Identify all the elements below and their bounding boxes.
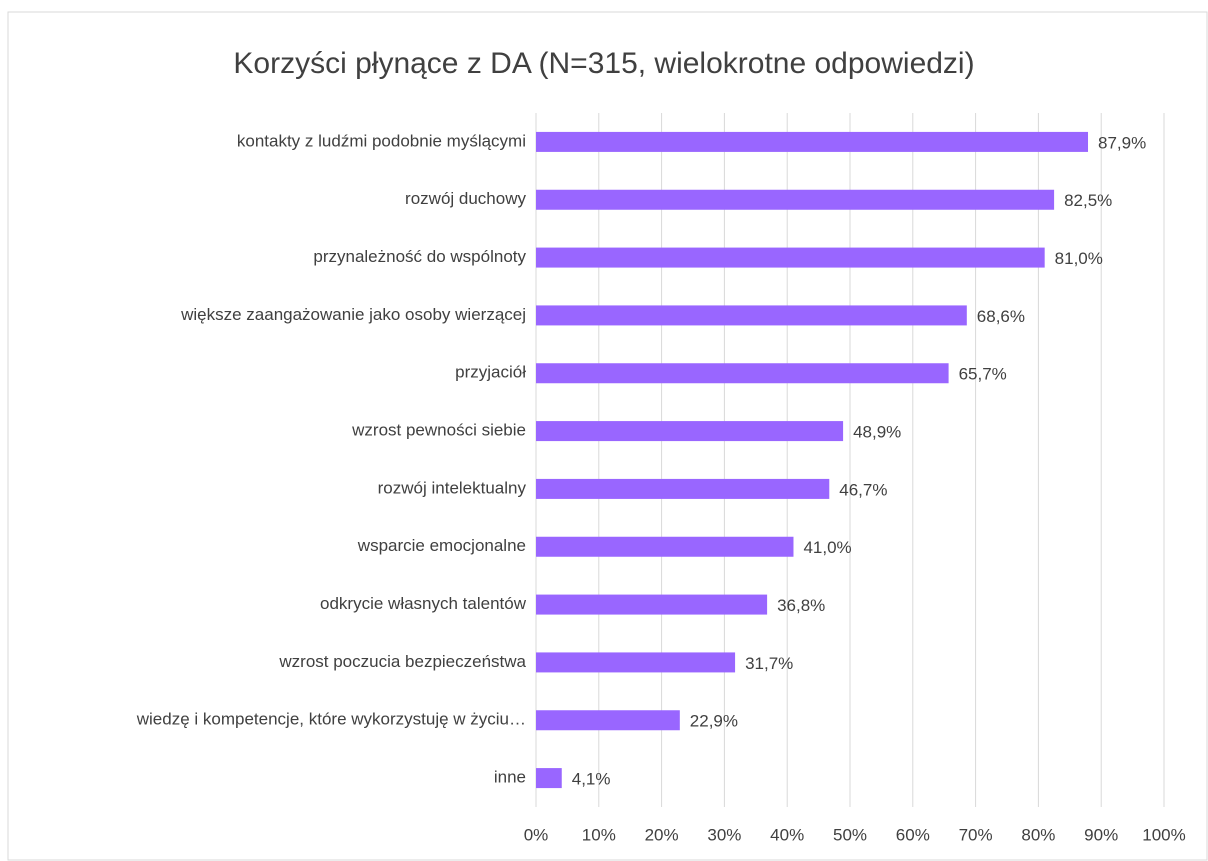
value-label: 48,9% [853,423,901,442]
value-label: 87,9% [1098,133,1146,152]
bar [536,305,967,326]
bar [536,363,949,384]
y-tick-label: wiedzę i kompetencje, które wykorzystuję… [136,710,526,729]
x-tick-label: 70% [959,825,993,844]
x-tick-label: 100% [1142,825,1185,844]
x-tick-label: 0% [524,825,549,844]
x-tick-label: 10% [582,825,616,844]
bar [536,421,844,442]
x-tick-label: 40% [770,825,804,844]
chart-title: Korzyści płynące z DA (N=315, wielokrotn… [233,47,974,80]
bar [536,131,1089,152]
y-tick-label: większe zaangażowanie jako osoby wierząc… [180,305,526,324]
y-tick-label: inne [494,768,526,787]
y-tick-label: przyjaciół [455,363,526,382]
value-label: 65,7% [959,365,1007,384]
value-label: 41,0% [803,538,851,557]
bar [536,536,794,557]
value-label: 46,7% [839,480,887,499]
bar [536,478,830,499]
y-tick-label: rozwój intelektualny [378,478,527,497]
x-tick-label: 80% [1021,825,1055,844]
value-label: 22,9% [690,712,738,731]
x-tick-label: 90% [1084,825,1118,844]
x-tick-label: 20% [645,825,679,844]
y-tick-label: przynależność do wspólnoty [313,247,526,266]
bar [536,247,1045,268]
bar [536,768,562,789]
x-tick-label: 60% [896,825,930,844]
value-label: 68,6% [977,307,1025,326]
x-tick-label: 50% [833,825,867,844]
bar [536,710,680,731]
bar [536,189,1055,210]
y-tick-label: kontakty z ludźmi podobnie myślącymi [237,131,526,150]
bar [536,652,736,673]
value-label: 36,8% [777,596,825,615]
y-tick-label: odkrycie własnych talentów [320,594,527,613]
value-label: 82,5% [1064,191,1112,210]
value-label: 4,1% [572,770,611,789]
bar [536,594,768,615]
y-tick-label: wzrost pewności siebie [351,421,526,440]
value-label: 81,0% [1055,249,1103,268]
y-tick-label: wsparcie emocjonalne [357,536,526,555]
y-tick-label: wzrost poczucia bezpieczeństwa [278,652,526,671]
value-label: 31,7% [745,654,793,673]
x-tick-label: 30% [707,825,741,844]
y-tick-label: rozwój duchowy [405,189,526,208]
